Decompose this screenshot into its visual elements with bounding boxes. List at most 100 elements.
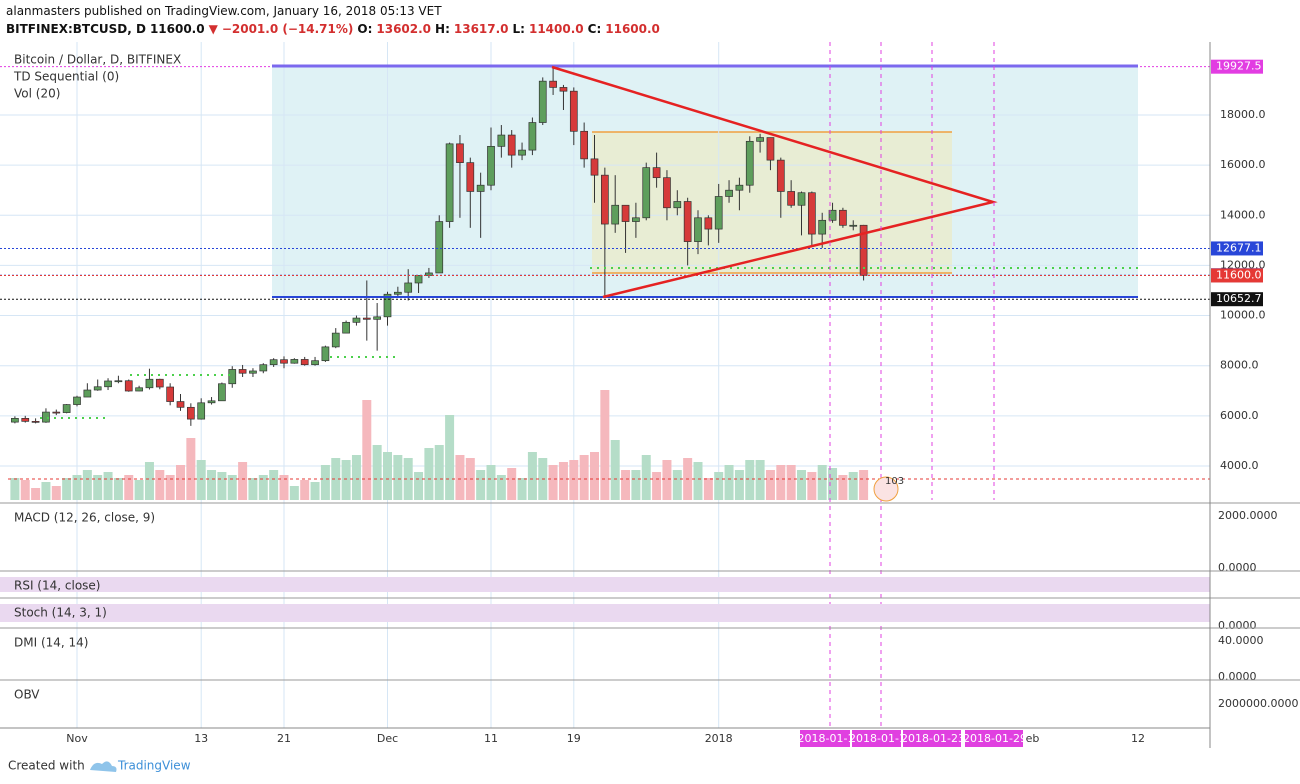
symbol-field: ▼	[208, 22, 218, 36]
volume-bar	[590, 452, 599, 500]
candle-body	[290, 359, 299, 364]
candle-body	[11, 417, 19, 423]
volume-bar	[31, 488, 41, 500]
drawings	[8, 42, 1210, 728]
volume-bar	[621, 470, 631, 500]
volume-bar	[186, 438, 196, 500]
volume-bar	[362, 400, 372, 500]
candle-body	[704, 217, 713, 230]
volume-bar	[176, 465, 185, 500]
pane-tick-label: 0.0000	[1218, 619, 1257, 632]
price-tag-label: 19927.5	[1216, 60, 1262, 73]
candle-body	[114, 380, 123, 383]
price-tag-label: 10652.7	[1216, 292, 1262, 305]
candle-body	[135, 387, 143, 392]
candle-body	[362, 317, 371, 320]
volume-bar	[144, 462, 154, 500]
symbol-field: 11600.0	[605, 22, 660, 36]
candle-body	[331, 332, 340, 348]
candle-body	[787, 191, 796, 206]
candle-body	[590, 158, 599, 176]
volume-bar	[248, 478, 258, 500]
volume-bar	[103, 472, 113, 500]
volume-bar	[652, 472, 662, 500]
volume-bar	[331, 458, 341, 500]
candle-body	[207, 400, 216, 404]
x-tick-label: Dec	[377, 732, 398, 745]
volume-bar	[351, 455, 361, 500]
candle-body	[62, 404, 71, 413]
candle-body	[839, 209, 847, 226]
volume-bar	[486, 465, 496, 500]
volume-bar	[631, 470, 641, 500]
candle-body	[766, 137, 775, 161]
volume-bar	[703, 478, 713, 500]
candle-body	[311, 360, 319, 366]
publish-info: alanmasters published on TradingView.com…	[6, 4, 442, 18]
y-tick-label: 10000.0	[1220, 309, 1266, 322]
volume-bar	[269, 470, 279, 500]
volume-bar	[424, 448, 434, 500]
volume-bar	[51, 486, 61, 500]
legend-item: Bitcoin / Dollar, D, BITFINEX	[14, 53, 181, 67]
candle-body	[21, 417, 30, 422]
pane-tick-label: 2000000.0000	[1218, 697, 1298, 710]
candle-body	[580, 130, 589, 160]
volume-bar	[517, 478, 527, 500]
candle-body	[414, 275, 423, 284]
volume-bar	[72, 475, 82, 500]
x-tick-label: 21	[277, 732, 291, 745]
y-tick-label: 18000.0	[1220, 108, 1266, 121]
candle-body	[155, 378, 164, 388]
candle-body	[632, 217, 640, 222]
candle-body	[725, 189, 733, 197]
volume-bar	[776, 465, 786, 500]
candle-body	[352, 317, 361, 323]
x-tick-label: Nov	[66, 732, 88, 745]
x-tick-label: 2018	[705, 732, 733, 745]
candle-body	[259, 364, 268, 372]
candle-body	[456, 143, 464, 163]
price-tag	[1211, 292, 1263, 307]
volume-badge: 103	[885, 476, 904, 487]
volume-bar	[476, 470, 486, 500]
candle-body	[321, 346, 330, 362]
candle-body	[642, 167, 651, 219]
volume-bar	[600, 390, 610, 500]
volume-bar	[693, 462, 703, 500]
y-tick-label: 4000.0	[1220, 459, 1259, 472]
date-label: 2018-01-29	[963, 732, 1027, 745]
candle-body	[249, 370, 257, 374]
volume-bar	[403, 458, 413, 500]
date-label: 12	[1131, 732, 1145, 745]
volume-bar	[20, 480, 30, 500]
volume-bar	[848, 472, 858, 500]
candle-body	[435, 221, 444, 274]
volume-bar	[507, 468, 517, 500]
candle-body	[714, 196, 723, 230]
volume-bar	[320, 465, 330, 500]
background	[272, 66, 1138, 297]
volume-bar	[859, 470, 869, 500]
y-tick-label: 6000.0	[1220, 409, 1259, 422]
candle-body	[735, 184, 744, 191]
volume-bar	[527, 452, 537, 500]
volume-bar	[279, 475, 289, 500]
volume-bar	[82, 470, 92, 500]
candle-body	[280, 359, 288, 364]
pane-title: DMI (14, 14)	[14, 636, 88, 650]
volume-bar	[558, 462, 568, 500]
candle-body	[518, 149, 526, 156]
candle-body	[238, 369, 247, 374]
symbol-field: BITFINEX:BTCUSD, D	[6, 22, 146, 36]
candle-body	[166, 386, 174, 402]
candle-body	[807, 192, 816, 235]
logo	[90, 761, 117, 772]
volume-bar	[196, 460, 206, 500]
legend-item: TD Sequential (0)	[13, 70, 119, 84]
candle-body	[176, 401, 185, 408]
candle-body	[600, 174, 609, 225]
volume-bar	[817, 465, 827, 500]
